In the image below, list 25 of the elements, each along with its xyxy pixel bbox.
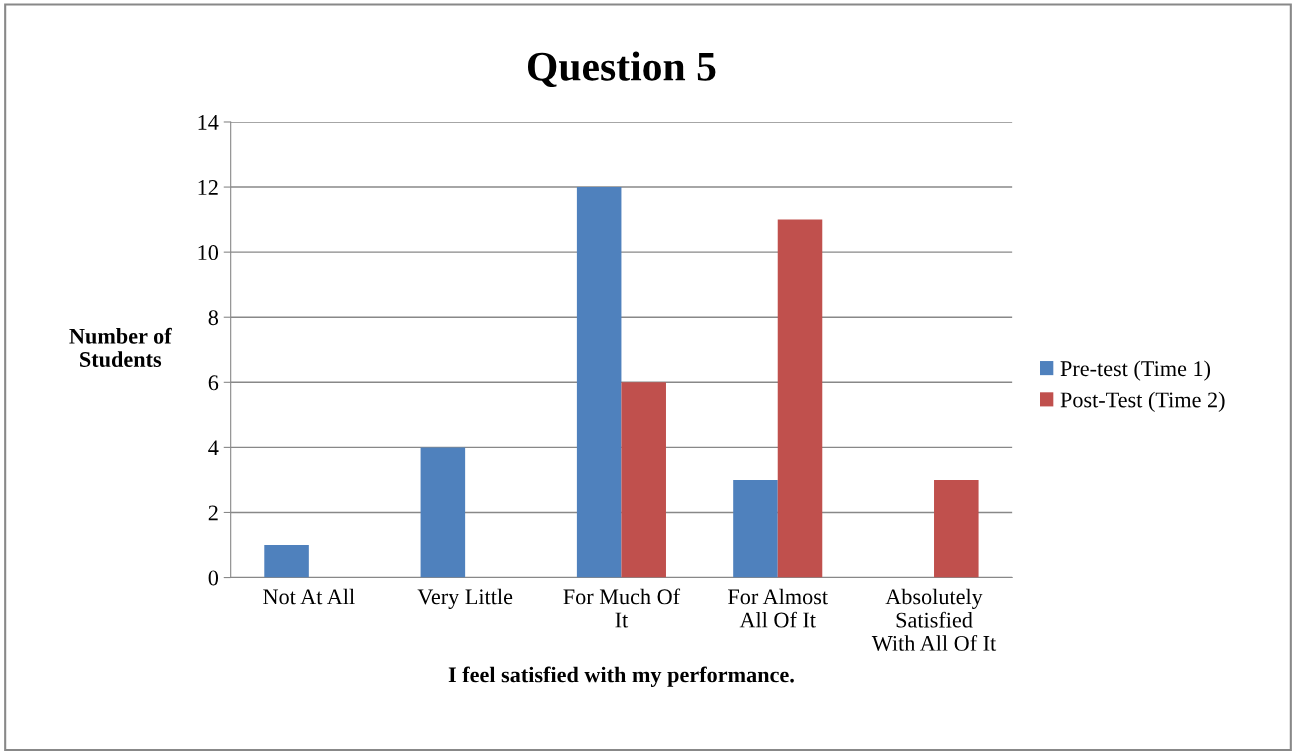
x-tick-label: Not At All [263,588,355,605]
bar [264,545,309,578]
x-tick-label: Very Little [417,588,513,609]
y-tick-label: 8 [208,310,219,326]
bar [733,479,778,578]
bar [777,219,823,578]
bar [621,382,666,578]
bar [420,447,466,578]
legend-label: Post-Test (Time 2) [1060,391,1225,412]
y-tick-label: 6 [208,375,219,391]
chart-title: Question 5 [527,51,716,88]
y-tick-label: 14 [198,115,219,130]
bar [934,479,979,578]
x-tick-label: Absolutely Satisfied With All Of It [871,588,997,651]
y-tick-label: 0 [208,570,219,586]
y-axis-title: Number of Students [69,327,172,367]
y-tick-label: 12 [198,180,218,195]
y-tick-label: 2 [208,505,218,521]
x-tick-label: For Much Of It [563,588,681,628]
bar [576,187,622,578]
legend-label: Pre-test (Time 1) [1060,360,1211,381]
x-axis-title: I feel satisfied with my performance. [448,666,794,687]
x-tick-label: For Almost All Of It [728,588,828,628]
y-tick-label: 4 [208,440,219,456]
y-tick-label: 10 [198,245,219,261]
